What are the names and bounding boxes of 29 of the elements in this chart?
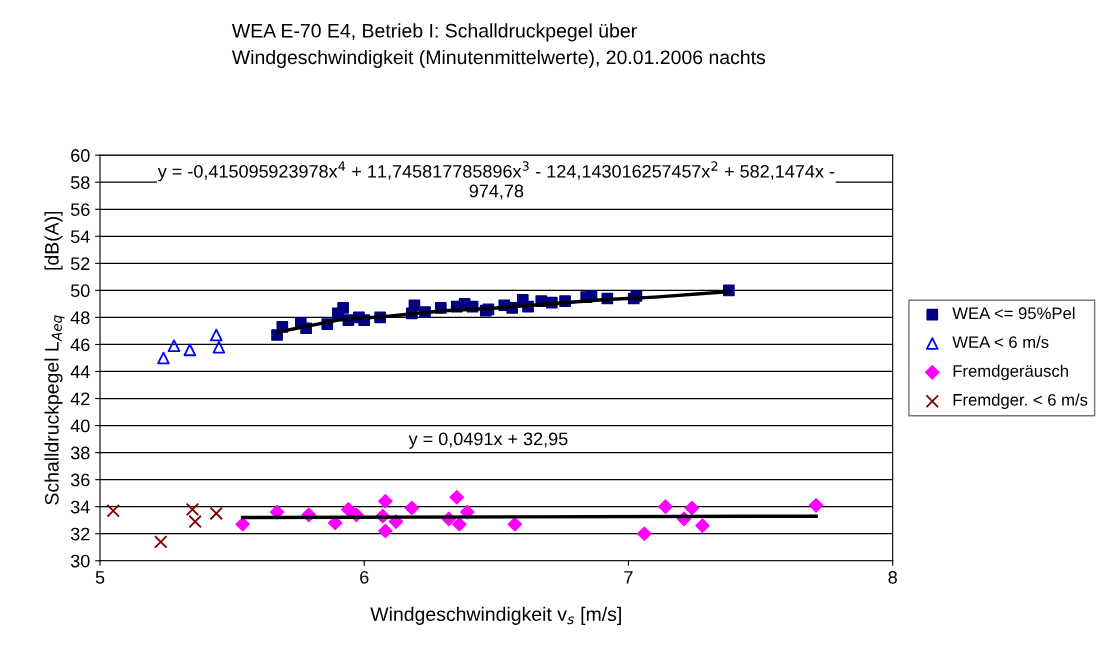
y-tick-label: 44 — [70, 365, 90, 379]
y-tick-label: 40 — [70, 419, 90, 433]
y-tick-label: 32 — [70, 527, 90, 541]
text: y = -0,415095923978x$^{4}$ + 11,745817785896x$^{3}$ - 124,143016257457x$^{2}$ + 582,1474x - 974,78 — [157, 161, 835, 200]
legend-label: WEA <= 95%Pel — [952, 306, 1075, 320]
text: Schalldruckpegel L$_{Aeq}$ [dB(A)] — [44, 211, 65, 505]
y-tick-label: 42 — [70, 392, 90, 406]
legend-label: WEA < 6 m/s — [952, 335, 1049, 349]
x-tick-label: 6 — [360, 570, 369, 584]
y-tick-label: 54 — [70, 230, 90, 244]
y-tick-label: 50 — [70, 284, 90, 298]
y-tick-label: 30 — [70, 554, 90, 568]
y-tick-label: 58 — [70, 176, 90, 189]
y-tick-label: 36 — [70, 473, 90, 487]
legend-label: Fremdgeräusch — [953, 364, 1068, 381]
y-tick-label: 60 — [71, 149, 90, 162]
legend-label: Fremdger. < 6 m/s — [953, 393, 1088, 410]
x-tick-label: 7 — [624, 571, 633, 584]
x-tick-label: 8 — [888, 570, 897, 584]
x-axis-title: Windgeschwindigkeit v$_{s}$ [m/s] — [370, 606, 621, 625]
annotation: y = 0,0491x + 32,95 — [408, 432, 568, 449]
chart-title: WEA E-70 E4, Betrieb I: Schalldruckpegel über Windgeschwindigkeit (Minutenmittelwerte), 20.01.2006 nachts — [231, 23, 766, 69]
y-tick-label: 56 — [70, 203, 90, 216]
y-tick-label: 34 — [70, 500, 90, 514]
y-tick-label: 52 — [70, 257, 90, 271]
y-tick-label: 48 — [70, 311, 90, 325]
x-tick-label: 5 — [95, 571, 105, 584]
y-tick-label: 46 — [70, 338, 90, 352]
y-tick-label: 38 — [70, 446, 90, 460]
